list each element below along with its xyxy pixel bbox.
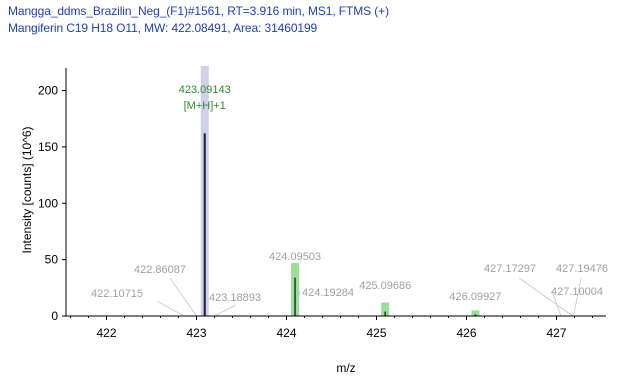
isotope-pattern-bar	[381, 302, 390, 316]
peak-annotation: [M+H]+1	[184, 100, 226, 112]
y-tick-label: 200	[38, 84, 58, 98]
peak-label: 424.19284	[302, 287, 354, 299]
label-leader-line	[551, 290, 562, 317]
peak-label: 427.10004	[551, 286, 603, 298]
y-tick-label: 100	[38, 196, 58, 210]
label-leader-line	[214, 304, 237, 317]
label-leader-lines	[156, 277, 582, 317]
x-tick-label: 425	[366, 326, 386, 340]
y-tick-label: 50	[45, 253, 59, 267]
y-tick-label: 0	[51, 309, 58, 323]
peak-label: 423.18893	[209, 292, 261, 304]
x-axis-label: m/z	[336, 361, 355, 375]
label-leader-line	[295, 290, 301, 317]
y-axis-label: Intensity [counts] (10^6)	[20, 126, 34, 253]
peak-label: 427.17297	[484, 263, 536, 275]
axes: 0 50 100 150 200 422 423 424 425 426 427	[38, 68, 606, 340]
peak-label: 423.09143	[179, 84, 231, 96]
isotope-pattern-bar	[471, 310, 480, 316]
label-leader-line	[156, 300, 185, 317]
label-leader-line	[169, 277, 197, 317]
x-tick-label: 422	[96, 326, 116, 340]
label-leader-line	[518, 277, 573, 317]
y-tick-label: 150	[38, 140, 58, 154]
peak-labels-layer: 423.09143 [M+H]+1 424.09503 425.09686 426.09…	[91, 84, 608, 304]
peak-label: 425.09686	[359, 280, 411, 292]
x-tick-label: 423	[186, 326, 206, 340]
peak-label: 427.19476	[556, 263, 608, 275]
x-tick-label: 424	[276, 326, 296, 340]
spectrum-header-line1: Mangga_ddms_Brazilin_Neg_(F1)#1561, RT=3…	[8, 4, 389, 18]
peak-label: 426.09927	[449, 291, 501, 303]
peak-label: 424.09503	[269, 251, 321, 263]
peak-label: 422.10715	[91, 288, 143, 300]
peak-label: 422.86087	[134, 264, 186, 276]
x-tick-label: 426	[456, 326, 476, 340]
label-leader-line	[573, 277, 582, 317]
x-tick-label: 427	[546, 326, 566, 340]
spectrum-header-line2: Mangiferin C19 H18 O11, MW: 422.08491, A…	[8, 21, 318, 35]
